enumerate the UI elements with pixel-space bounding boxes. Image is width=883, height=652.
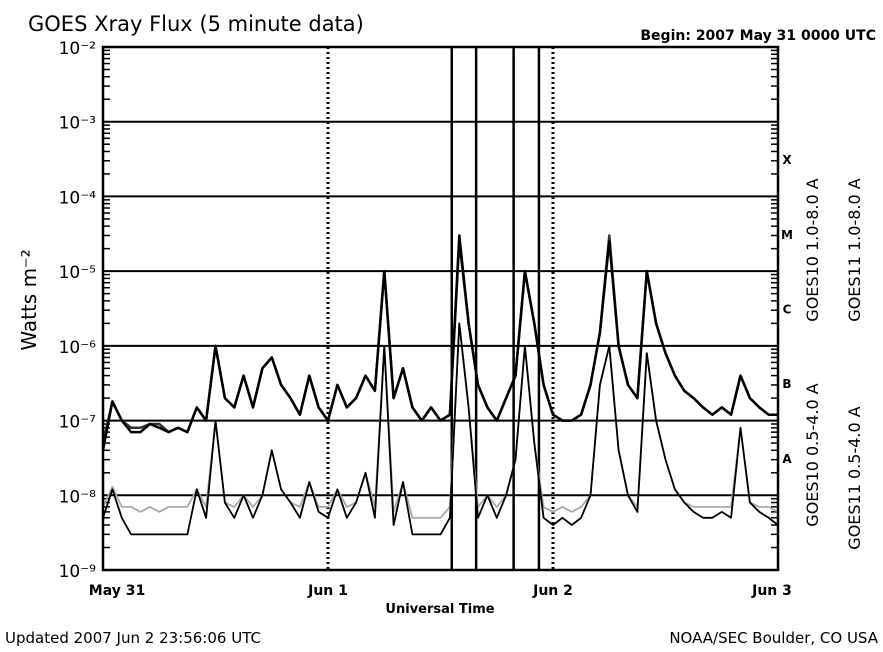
series-line xyxy=(101,234,778,451)
legend-label: GOES10 1.0-8.0 A xyxy=(803,178,822,321)
x-axis-label: Universal Time xyxy=(385,602,494,617)
class-label: C xyxy=(783,303,792,317)
legend-label: GOES10 0.5-4.0 A xyxy=(803,383,822,526)
class-label: X xyxy=(782,153,792,167)
y-tick-label: 10⁻² xyxy=(59,39,96,59)
class-label: A xyxy=(782,452,792,466)
chart-subtitle: Begin: 2007 May 31 0000 UTC xyxy=(640,28,876,44)
x-tick-label: Jun 3 xyxy=(751,583,792,599)
footer-left: Updated 2007 Jun 2 23:56:06 UTC xyxy=(5,629,261,647)
y-tick-label: 10⁻⁸ xyxy=(59,487,97,507)
y-tick-label: 10⁻⁹ xyxy=(59,562,97,582)
x-tick-label: Jun 1 xyxy=(307,583,348,599)
y-tick-label: 10⁻⁵ xyxy=(59,263,96,283)
chart-title: GOES Xray Flux (5 minute data) xyxy=(28,12,364,36)
y-axis-label: Watts m⁻² xyxy=(17,249,41,350)
plot-frame xyxy=(101,45,780,572)
legend-label: GOES11 0.5-4.0 A xyxy=(845,406,864,549)
y-tick-label: 10⁻⁴ xyxy=(59,188,97,208)
y-tick-label: 10⁻⁶ xyxy=(59,338,97,358)
class-label: B xyxy=(782,377,791,391)
series-line xyxy=(102,322,779,536)
footer-right: NOAA/SEC Boulder, CO USA xyxy=(669,629,878,647)
class-label: M xyxy=(781,228,793,242)
y-tick-label: 10⁻⁷ xyxy=(59,413,97,433)
y-tick-label: 10⁻³ xyxy=(59,114,96,134)
x-tick-label: Jun 2 xyxy=(532,583,573,599)
legend-label: GOES11 1.0-8.0 A xyxy=(845,178,864,321)
x-tick-label: May 31 xyxy=(89,583,145,599)
